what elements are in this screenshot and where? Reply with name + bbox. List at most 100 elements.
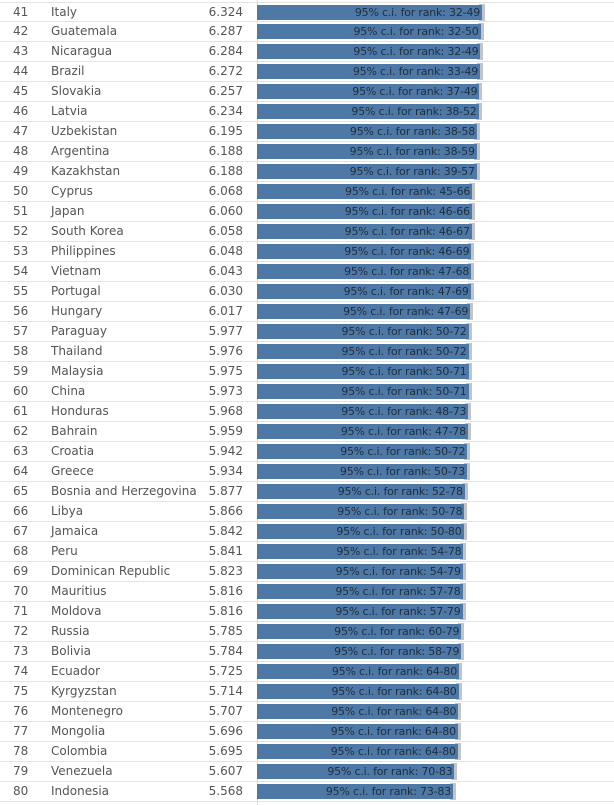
- ci-label: 95% c.i. for rank: 50-71: [341, 365, 467, 378]
- score-cell: 6.060: [208, 204, 243, 218]
- ci-whisker: [455, 703, 462, 720]
- table-row: 63 Croatia 5.942 95% c.i. for rank: 50-72: [0, 442, 614, 462]
- ci-whisker: [473, 143, 480, 160]
- score-bar: [257, 164, 477, 179]
- country-cell: Nicaragua: [51, 44, 113, 58]
- bar-axis-divider: [257, 0, 258, 805]
- score-cell: 5.968: [208, 404, 243, 418]
- ci-whisker: [477, 43, 484, 60]
- score-cell: 6.058: [208, 224, 243, 238]
- bar-cell: 95% c.i. for rank: 64-80: [257, 662, 614, 681]
- ci-whisker: [454, 743, 461, 760]
- bar-cell: 95% c.i. for rank: 32-49: [257, 3, 614, 22]
- ci-whisker: [477, 63, 483, 80]
- score-cell: 5.841: [208, 544, 243, 558]
- score-bar: [257, 64, 480, 79]
- ci-whisker: [459, 603, 466, 620]
- bar-cell: 95% c.i. for rank: 47-78: [257, 422, 614, 441]
- rank-cell: 51: [13, 204, 29, 218]
- rank-cell: 48: [13, 144, 29, 158]
- country-cell: Portugal: [51, 284, 101, 298]
- rank-cell: 50: [13, 184, 29, 198]
- ci-label: 95% c.i. for rank: 46-67: [344, 225, 470, 238]
- rank-cell: 57: [13, 324, 29, 338]
- country-cell: Thailand: [51, 344, 103, 358]
- bar-cell: 95% c.i. for rank: 46-69: [257, 242, 614, 261]
- score-cell: 5.942: [208, 444, 243, 458]
- country-cell: Russia: [51, 624, 90, 638]
- rank-cell: 62: [13, 424, 29, 438]
- score-bar: [257, 504, 465, 519]
- score-cell: 6.043: [208, 264, 243, 278]
- ci-label: 95% c.i. for rank: 52-78: [337, 485, 463, 498]
- score-bar: [257, 84, 480, 99]
- country-cell: Colombia: [51, 744, 108, 758]
- country-cell: Libya: [51, 504, 84, 518]
- country-cell: Indonesia: [51, 784, 110, 798]
- country-cell: Greece: [51, 464, 94, 478]
- ci-label: 95% c.i. for rank: 58-79: [334, 645, 460, 658]
- bar-cell: 95% c.i. for rank: 37-49: [257, 82, 614, 101]
- score-bar: [257, 424, 468, 439]
- ci-whisker: [479, 4, 485, 21]
- score-bar: [257, 284, 471, 299]
- country-cell: Mongolia: [51, 724, 106, 738]
- table-row: 79 Venezuela 5.607 95% c.i. for rank: 70-83: [0, 762, 614, 782]
- rank-cell: 80: [13, 784, 29, 798]
- bar-cell: 95% c.i. for rank: 64-80: [257, 742, 614, 761]
- bar-cell: 95% c.i. for rank: 48-73: [257, 402, 614, 421]
- score-cell: 6.234: [208, 104, 243, 118]
- table-row: 57 Paraguay 5.977 95% c.i. for rank: 50-72: [0, 322, 614, 342]
- bar-cell: 95% c.i. for rank: 32-50: [257, 22, 614, 41]
- score-cell: 5.973: [208, 384, 243, 398]
- bar-cell: 95% c.i. for rank: 47-69: [257, 282, 614, 301]
- bar-cell: 95% c.i. for rank: 50-73: [257, 462, 614, 481]
- score-bar: [257, 204, 472, 219]
- score-cell: 6.030: [208, 284, 243, 298]
- ci-label: 95% c.i. for rank: 38-52: [351, 105, 477, 118]
- score-cell: 5.877: [208, 484, 243, 498]
- ci-whisker: [454, 723, 461, 740]
- score-bar: [257, 584, 463, 599]
- score-cell: 6.048: [208, 244, 243, 258]
- ci-label: 95% c.i. for rank: 64-80: [331, 685, 457, 698]
- ci-whisker: [459, 563, 466, 580]
- score-bar: [257, 384, 469, 399]
- table-row: 41 Italy 6.324 95% c.i. for rank: 32-49: [0, 2, 614, 22]
- score-bar: [257, 144, 477, 159]
- ci-label: 95% c.i. for rank: 50-73: [339, 465, 466, 478]
- ci-whisker: [468, 263, 475, 280]
- score-bar: [257, 104, 479, 119]
- rank-cell: 65: [13, 484, 29, 498]
- bar-cell: 95% c.i. for rank: 45-66: [257, 182, 614, 201]
- score-cell: 5.977: [208, 324, 243, 338]
- country-cell: Philippines: [51, 244, 116, 258]
- ci-label: 95% c.i. for rank: 54-78: [336, 545, 462, 558]
- table-row: 45 Slovakia 6.257 95% c.i. for rank: 37-49: [0, 82, 614, 102]
- bar-cell: 95% c.i. for rank: 50-80: [257, 522, 614, 541]
- rank-cell: 52: [13, 224, 29, 238]
- ci-label: 95% c.i. for rank: 33-49: [352, 65, 478, 78]
- ci-label: 95% c.i. for rank: 37-49: [352, 85, 478, 98]
- score-cell: 5.696: [208, 724, 243, 738]
- ci-label: 95% c.i. for rank: 57-78: [335, 585, 461, 598]
- table-row: 75 Kyrgyzstan 5.714 95% c.i. for rank: 64-8…: [0, 682, 614, 702]
- rank-cell: 79: [13, 764, 29, 778]
- bar-cell: 95% c.i. for rank: 50-72: [257, 322, 614, 341]
- score-bar: [257, 464, 468, 479]
- score-bar: [257, 644, 462, 659]
- country-cell: Kazakhstan: [51, 164, 121, 178]
- rank-cell: 76: [13, 704, 29, 718]
- rank-cell: 59: [13, 364, 29, 378]
- rank-cell: 54: [13, 264, 29, 278]
- ci-whisker: [461, 483, 468, 500]
- score-bar: [257, 224, 472, 239]
- score-bar: [257, 484, 465, 499]
- score-cell: 6.257: [208, 84, 243, 98]
- score-bar: [257, 764, 455, 779]
- table-row: 69 Dominican Republic 5.823 95% c.i. for ra…: [0, 562, 614, 582]
- table-row: 67 Jamaica 5.842 95% c.i. for rank: 50-80: [0, 522, 614, 542]
- score-cell: 5.725: [208, 664, 243, 678]
- score-bar: [257, 304, 471, 319]
- score-bar: [257, 724, 458, 739]
